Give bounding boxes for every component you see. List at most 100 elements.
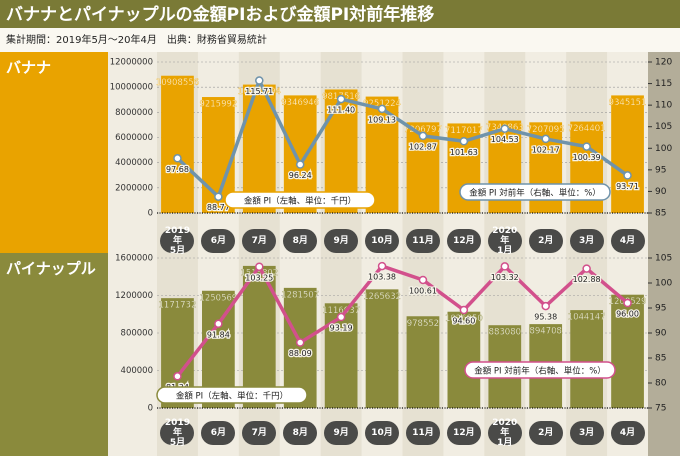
x-tick-label: 12月 [446, 229, 481, 253]
y-tick-label: 1200000 [115, 291, 153, 301]
bar-value-label: 1171732 [159, 301, 197, 311]
line-point [295, 338, 305, 347]
line-value-label: 104.53 [491, 135, 519, 144]
x-tick-label: 3月 [569, 229, 604, 253]
line-point [214, 319, 223, 329]
line-value-label: 111.40 [327, 106, 355, 115]
x-tick-label: 2020年 1月 [487, 418, 522, 448]
line-point [173, 154, 182, 163]
right-axis-bg [648, 52, 680, 253]
y2-tick-label: 90 [655, 187, 667, 197]
line-value-label: 102.87 [409, 142, 437, 151]
line-point [541, 301, 550, 311]
legend-label: 金額 PI 対前年（右軸、単位：%） [469, 188, 601, 199]
x-tick-label: 10月 [365, 421, 400, 445]
bar-value-label: 1515802 [240, 268, 278, 278]
x-tick-label: 8月 [283, 229, 318, 253]
bar-value-label: 9346946 [281, 98, 319, 108]
line-point [418, 275, 428, 285]
bar-value-label: 9251224 [363, 99, 401, 109]
line-point [500, 124, 510, 133]
bar [447, 311, 481, 408]
line-point [459, 137, 469, 146]
y2-tick-label: 90 [655, 329, 667, 339]
legend-box [459, 183, 611, 201]
line-point [214, 192, 223, 201]
line-point [459, 305, 469, 315]
line-point [173, 372, 182, 381]
y-tick-label: 0 [148, 404, 153, 414]
line-point [541, 134, 550, 144]
bar-value-label: 9215992 [199, 100, 237, 110]
x-tick-label: 6月 [201, 421, 236, 445]
y2-tick-label: 85 [655, 209, 666, 219]
y-tick-label: 800000 [121, 329, 153, 339]
chart-title: パイナップル [6, 260, 96, 278]
right-axis-bg [648, 253, 680, 456]
x-tick-label: 7月 [242, 421, 277, 445]
x-tick-label: 2月 [528, 421, 563, 445]
line-value-label: 93.71 [616, 182, 639, 191]
bar [611, 95, 644, 213]
line-value-label: 96.00 [616, 310, 639, 319]
page-subtitle: 集計期間：2019年5月～20年4月 出典：財務省貿易統計 [6, 33, 267, 46]
bar-value-label: 1026950 [445, 314, 483, 324]
x-tick-label: 3月 [569, 421, 604, 445]
line-point [623, 171, 632, 180]
legend-box [224, 191, 376, 209]
x-tick-label: 4月 [610, 421, 645, 445]
line-point [500, 262, 510, 271]
line-value-label: 100.61 [409, 286, 437, 295]
line-value-label: 95.38 [534, 313, 557, 322]
x-tick-label: 11月 [405, 421, 440, 445]
line-point [623, 298, 632, 308]
bar-value-label: 7117017 [445, 126, 483, 136]
x-tick-label: 7月 [242, 229, 277, 253]
y-tick-label: 4000000 [115, 158, 153, 168]
line-point [377, 104, 387, 114]
x-tick-label: 9月 [324, 421, 359, 445]
y2-tick-label: 100 [655, 279, 672, 289]
x-tick-label: 12月 [446, 421, 481, 445]
y2-tick-label: 85 [655, 354, 666, 364]
bar-value-label: 883080 [489, 328, 521, 338]
x-tick-label: 8月 [283, 421, 318, 445]
line [176, 263, 629, 378]
bar-value-label: 1250569 [199, 293, 237, 303]
line-value-label: 100.39 [573, 153, 601, 162]
y2-tick-label: 105 [655, 254, 672, 264]
bar-value-label: 978552 [407, 319, 439, 329]
bar-value-label: 1281507 [281, 290, 319, 300]
bar-value-label: 9345151 [609, 98, 647, 108]
legend-label: 金額 PI 対前年（右軸、単位：%） [474, 366, 606, 377]
line-value-label: 102.17 [532, 145, 560, 154]
bar-value-label: 10206394 [238, 87, 281, 97]
line-value-label: 96.24 [289, 171, 312, 180]
line-point [582, 264, 591, 273]
line-point [295, 160, 305, 169]
bar-value-label: 1265632 [363, 292, 401, 302]
x-tick-label: 4月 [610, 229, 645, 253]
bar-value-label: 7206797 [404, 125, 442, 135]
line-value-label: 115.71 [245, 87, 273, 96]
y2-tick-label: 110 [655, 101, 672, 111]
line-value-label: 109.13 [368, 115, 396, 124]
x-tick-label: 10月 [365, 229, 400, 253]
y-tick-label: 0 [148, 209, 153, 219]
chart-title: バナナ [6, 59, 51, 77]
x-tick-label: 11月 [405, 229, 440, 253]
line-value-label: 88.77 [207, 203, 230, 212]
line-point [336, 312, 346, 322]
bar [161, 75, 194, 213]
line-value-label: 101.63 [450, 148, 478, 157]
bar-value-label: 894708 [529, 327, 561, 337]
y-tick-label: 400000 [121, 366, 153, 376]
y2-tick-label: 105 [655, 122, 672, 132]
line-value-label: 103.38 [368, 273, 396, 282]
line [176, 75, 629, 200]
x-tick-label: 2020年 1月 [487, 226, 522, 256]
line-point [582, 142, 591, 151]
y2-tick-label: 75 [655, 404, 666, 414]
